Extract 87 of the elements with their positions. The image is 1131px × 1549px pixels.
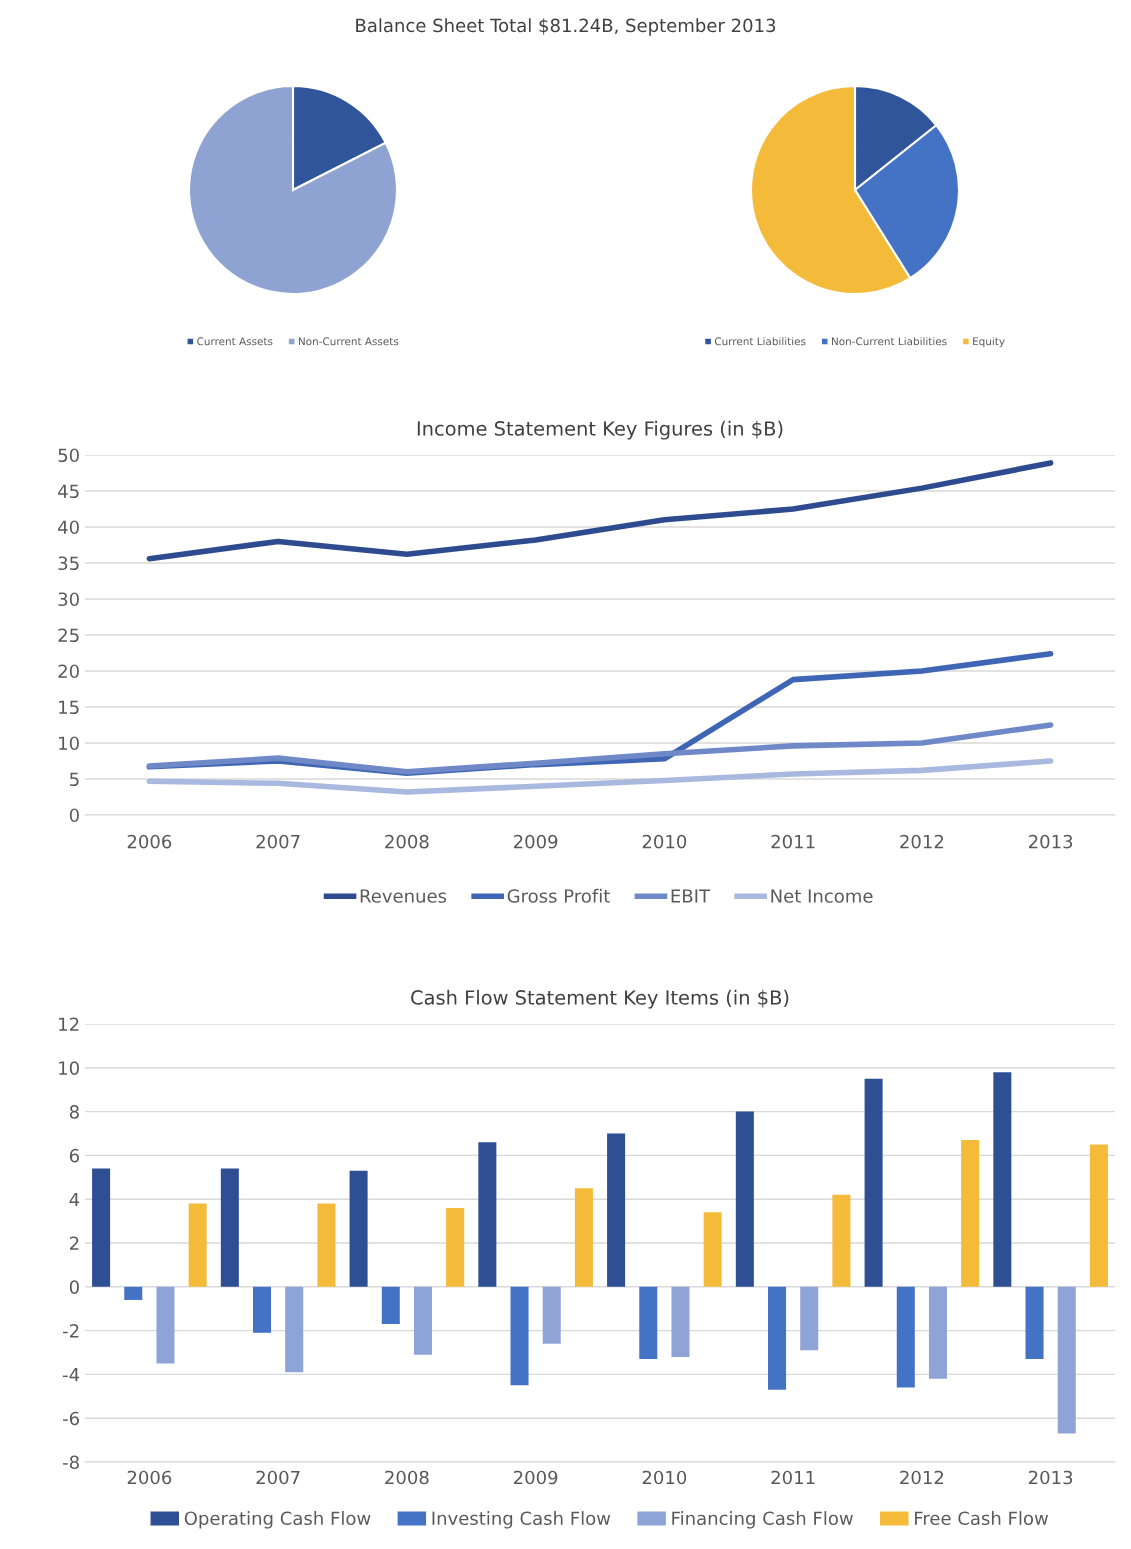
y-tick-label: 40 — [58, 520, 79, 535]
bar — [285, 1286, 304, 1373]
chart-title: Income Statement Key Figures (in $B) — [417, 420, 783, 440]
y-tick-label: 30 — [58, 592, 79, 607]
bar — [1089, 1144, 1108, 1287]
chart-title: Cash Flow Statement Key Items (in $B) — [411, 989, 789, 1009]
y-tick-label: 50 — [58, 448, 79, 463]
bar — [478, 1142, 497, 1287]
pie-slice — [187, 84, 399, 296]
bar — [446, 1207, 465, 1287]
y-tick-label: 10 — [59, 1061, 79, 1075]
bar — [349, 1170, 368, 1287]
bar — [253, 1286, 272, 1333]
bar — [800, 1286, 819, 1351]
y-tick-label: 5 — [70, 772, 79, 787]
bar — [768, 1286, 787, 1390]
y-tick-label: 12 — [59, 1017, 79, 1031]
y-tick-label: 8 — [69, 1105, 79, 1119]
y-tick-label: 4 — [69, 1192, 80, 1207]
legend-label: Non-Current Assets — [298, 337, 399, 346]
bar — [993, 1072, 1012, 1287]
y-tick-label: -6 — [63, 1411, 79, 1426]
bar — [1057, 1286, 1076, 1434]
bar — [220, 1168, 239, 1287]
bar — [124, 1286, 143, 1300]
bar — [703, 1212, 722, 1287]
bar — [735, 1111, 754, 1287]
bar — [671, 1286, 690, 1357]
y-tick-label: 2 — [69, 1236, 79, 1250]
y-tick-label: 20 — [58, 664, 79, 679]
y-tick-label: 0 — [69, 808, 79, 823]
bar — [607, 1133, 626, 1287]
x-tick-label: 2008 — [385, 834, 429, 849]
legend-label: EBIT — [671, 889, 711, 903]
y-tick-label: -2 — [63, 1324, 79, 1338]
bar — [896, 1286, 915, 1388]
bar — [510, 1286, 529, 1386]
x-tick-label: 2009 — [513, 834, 558, 849]
bar — [542, 1286, 561, 1344]
legend-label: Revenues — [360, 889, 447, 903]
x-tick-label: 2011 — [771, 834, 815, 849]
bar — [188, 1203, 207, 1287]
legend-label: Net Income — [771, 889, 873, 903]
x-tick-label: 2009 — [513, 1470, 558, 1485]
text: Balance Sheet Total $81.24B, September 2013 — [356, 18, 776, 36]
y-tick-label: 0 — [69, 1280, 79, 1294]
legend-label: Current Assets — [197, 337, 273, 346]
legend-label: Current Liabilities — [714, 337, 806, 346]
bar — [381, 1286, 400, 1325]
x-tick-label: 2007 — [256, 834, 300, 849]
x-tick-label: 2012 — [900, 834, 944, 849]
x-tick-label: 2010 — [642, 834, 687, 849]
x-tick-label: 2007 — [256, 1470, 300, 1485]
bar — [864, 1078, 883, 1287]
bar — [639, 1286, 658, 1360]
x-tick-label: 2008 — [385, 1470, 429, 1485]
legend-label: Equity — [973, 337, 1005, 348]
y-tick-label: 25 — [58, 628, 79, 643]
y-tick-label: -4 — [63, 1368, 80, 1382]
y-tick-label: 35 — [58, 556, 79, 571]
bar — [317, 1203, 336, 1287]
bar — [928, 1286, 947, 1379]
legend-label: Free Cash Flow — [915, 1511, 1049, 1526]
x-tick-label: 2013 — [1028, 834, 1073, 849]
x-tick-label: 2013 — [1028, 1470, 1073, 1485]
bar — [961, 1140, 980, 1287]
x-tick-label: 2006 — [127, 834, 172, 849]
legend-label: Non-Current Liabilities — [831, 337, 947, 346]
bar — [574, 1188, 593, 1287]
x-tick-label: 2006 — [127, 1470, 172, 1485]
y-tick-label: 10 — [59, 736, 79, 751]
bar — [832, 1194, 851, 1287]
legend-label: Operating Cash Flow — [184, 1511, 371, 1529]
bar — [156, 1286, 175, 1364]
legend-label: Investing Cash Flow — [432, 1511, 611, 1529]
bar — [92, 1168, 111, 1287]
y-tick-label: 45 — [58, 484, 79, 499]
bar — [413, 1286, 432, 1355]
bar — [1025, 1286, 1044, 1360]
y-tick-label: -8 — [63, 1455, 79, 1470]
y-tick-label: 6 — [69, 1148, 79, 1163]
legend-label: Gross Profit — [507, 888, 610, 903]
x-tick-label: 2011 — [771, 1470, 815, 1485]
y-tick-label: 15 — [59, 700, 79, 715]
x-tick-label: 2012 — [900, 1470, 944, 1485]
legend-label: Financing Cash Flow — [672, 1511, 853, 1529]
x-tick-label: 2010 — [642, 1470, 687, 1485]
